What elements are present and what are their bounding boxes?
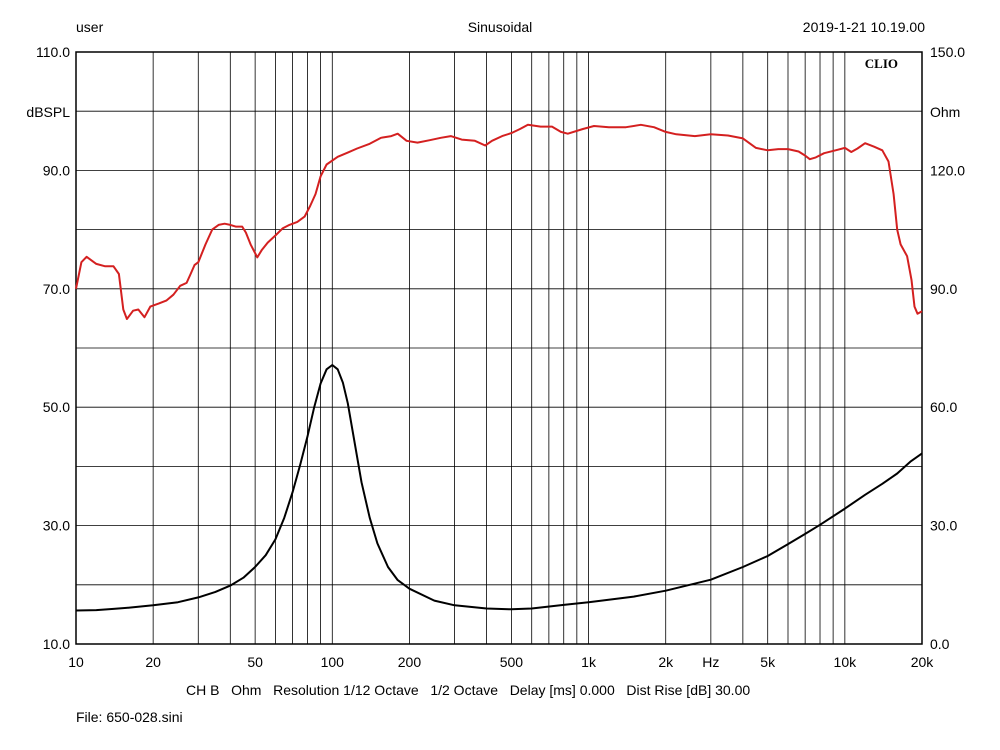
right-axis-title: Ohm	[930, 104, 960, 120]
x-tick-label: 200	[398, 654, 422, 670]
left-tick-label: 10.0	[43, 636, 70, 652]
right-tick-label: 120.0	[930, 162, 965, 178]
file-name: File: 650-028.sini	[76, 709, 183, 725]
left-tick-label: 50.0	[43, 399, 70, 415]
left-tick-label: 30.0	[43, 518, 70, 534]
left-axis-title: dBSPL	[26, 104, 70, 120]
right-tick-label: 30.0	[930, 518, 957, 534]
measurement-settings: CH B Ohm Resolution 1/12 Octave 1/2 Octa…	[186, 682, 751, 698]
right-tick-label: 150.0	[930, 44, 965, 60]
x-tick-label: 100	[321, 654, 345, 670]
impedance-curve	[75, 364, 923, 612]
right-tick-label: 0.0	[930, 636, 950, 652]
clio-brand-label: CLIO	[865, 56, 898, 71]
x-tick-label: 2k	[658, 654, 674, 670]
spl-curve	[75, 123, 923, 320]
x-tick-label: 20	[145, 654, 161, 670]
right-tick-label: 60.0	[930, 399, 957, 415]
grid	[76, 52, 922, 644]
x-tick-label: 1k	[581, 654, 597, 670]
left-tick-label: 110.0	[36, 44, 70, 60]
header-user-label: user	[76, 19, 104, 35]
header-measurement-type: Sinusoidal	[467, 19, 533, 35]
series-layer	[75, 123, 923, 612]
x-tick-label: 5k	[760, 654, 776, 670]
header-timestamp: 2019-1-21 10.19.00	[802, 19, 925, 35]
x-unit-label: Hz	[702, 654, 719, 670]
x-tick-label: 20k	[911, 654, 935, 670]
right-tick-label: 90.0	[930, 281, 957, 297]
axis-labels: 10 20 50 100 200 500 1k 2k 5k 10k 20k Hz 10.0 30.0 50.…	[26, 44, 965, 670]
left-tick-label: 90.0	[43, 162, 70, 178]
x-tick-label: 500	[500, 654, 524, 670]
x-tick-label: 50	[247, 654, 263, 670]
plot-frame	[75, 51, 923, 645]
x-tick-label: 10k	[834, 654, 858, 670]
x-tick-label: 10	[68, 654, 84, 670]
left-tick-label: 70.0	[43, 281, 70, 297]
